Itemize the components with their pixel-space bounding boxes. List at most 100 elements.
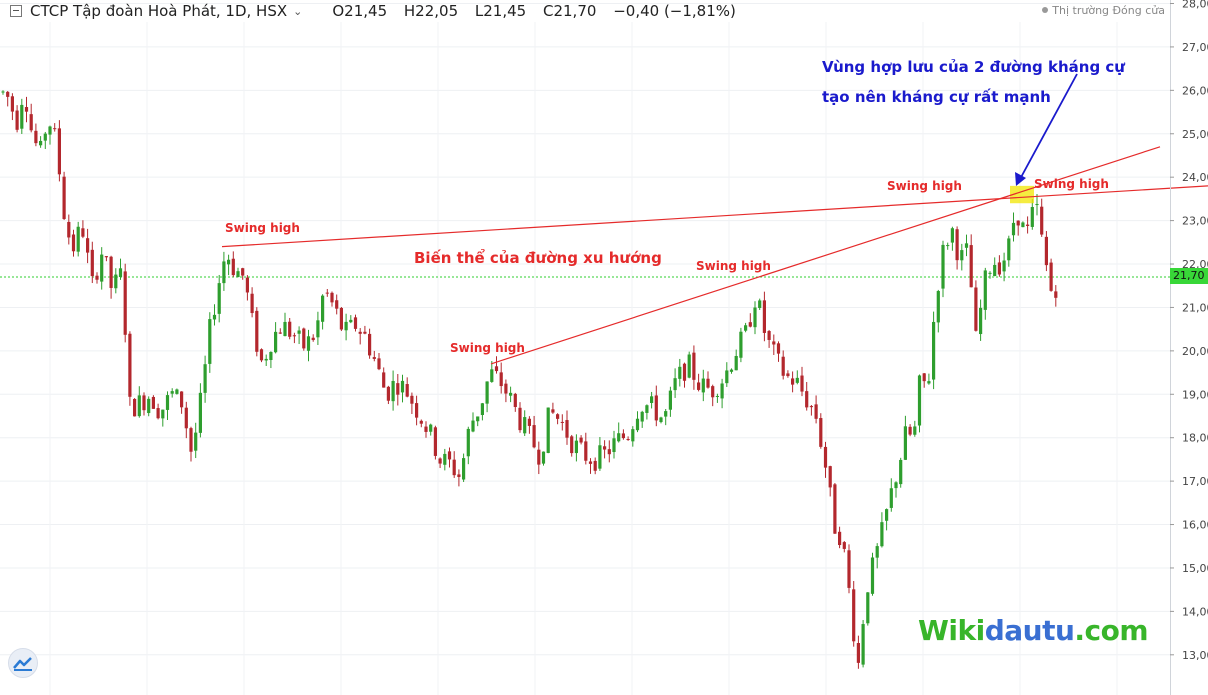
chevron-down-icon[interactable]: ⌄ [293, 4, 303, 18]
change-value: −0,40 (−1,81%) [613, 2, 736, 20]
candle-body [762, 300, 766, 333]
candle-body [405, 384, 409, 397]
candle-body [701, 378, 705, 393]
candle-body [10, 96, 14, 112]
candle-body [104, 256, 108, 258]
candle-body [1049, 262, 1053, 291]
candle-body [767, 331, 771, 340]
collapse-icon[interactable] [10, 5, 22, 17]
candle-body [278, 332, 282, 334]
candle-body [856, 643, 860, 663]
candle-body [1044, 236, 1048, 266]
candle-body [208, 319, 212, 364]
candle-body [678, 366, 682, 379]
price-axis[interactable]: 13,00 14,00 15,00 16,00 17,00 18,00 19,00 20,00… [1170, 0, 1208, 695]
candle-body [809, 406, 813, 408]
candle-body [791, 378, 795, 385]
candle-body [349, 319, 353, 323]
candle-body [100, 254, 104, 282]
candle-body [1021, 222, 1025, 228]
candle-body [560, 421, 564, 423]
candle-body [593, 460, 597, 471]
swing-high-label: Swing high [450, 341, 525, 355]
candle-body [640, 411, 644, 422]
candle-body [556, 414, 560, 419]
candle-body [457, 474, 461, 477]
candlestick-series [1, 90, 1058, 669]
candle-body [222, 261, 226, 284]
candle-body [43, 133, 47, 141]
candle-body [95, 275, 99, 280]
candle-body [433, 427, 437, 456]
candle-body [443, 453, 447, 465]
candle-body [128, 333, 132, 397]
candle-body [490, 369, 494, 382]
candle-body [494, 366, 499, 372]
candle-body [184, 407, 188, 429]
candle-body [15, 110, 19, 130]
candle-body [335, 300, 339, 309]
candle-body [588, 461, 593, 464]
candle-body [147, 398, 151, 414]
candle-body [922, 373, 926, 382]
candle-body [697, 382, 701, 390]
candle-body [86, 238, 90, 253]
candle-body [358, 331, 362, 334]
candle-body [847, 550, 851, 588]
axis-tick-label: 20,00 [1182, 345, 1208, 358]
candle-body [283, 321, 287, 337]
candle-body [899, 459, 903, 485]
candle-body [424, 426, 428, 432]
candle-body [363, 331, 367, 334]
candle-body [795, 377, 799, 383]
candle-body [109, 256, 113, 288]
candle-body [57, 128, 61, 175]
candle-body [631, 429, 635, 442]
candle-body [118, 268, 123, 278]
axis-tick-label: 19,00 [1182, 388, 1208, 401]
candle-body [76, 226, 80, 252]
axis-tick-label: 22,00 [1182, 258, 1208, 271]
candle-body [137, 395, 141, 417]
candle-body [866, 592, 870, 624]
candle-body [29, 114, 33, 131]
candle-body [321, 295, 325, 322]
candle-body [330, 292, 334, 303]
swing-high-label: Swing high [887, 179, 962, 193]
watermark-part: Wiki [918, 614, 985, 647]
watermark-logo: Wikidautu.com [918, 614, 1149, 647]
swing-high-label: Swing high [1034, 177, 1109, 191]
candle-body [466, 428, 470, 457]
candle-body [692, 352, 696, 380]
candle-body [917, 375, 922, 426]
axis-tick-label: 14,00 [1182, 605, 1208, 618]
candle-body [34, 130, 38, 144]
market-status: Thị trường Đóng cửa [1042, 4, 1165, 17]
arrow-head [1015, 172, 1026, 186]
candle-body [175, 389, 179, 394]
candle-body [203, 364, 207, 393]
candle-body [71, 234, 76, 252]
candle-body [532, 425, 536, 448]
candle-body [462, 458, 466, 480]
candle-body [565, 420, 569, 438]
candle-body [1054, 291, 1058, 298]
candle-body [838, 531, 842, 546]
candle-body [264, 358, 268, 361]
candle-body [269, 351, 273, 361]
candle-body [753, 307, 757, 328]
candle-body [1035, 204, 1039, 206]
axis-tick-label: 21,00 [1182, 301, 1208, 314]
candle-body [288, 321, 292, 337]
candle-body [758, 300, 762, 308]
axis-tick-label: 25,00 [1182, 128, 1208, 141]
candle-body [551, 409, 555, 413]
candle-body [447, 451, 452, 460]
tradingview-logo-icon[interactable] [8, 648, 38, 678]
candle-body [504, 383, 508, 394]
candle-body [513, 393, 517, 408]
candle-body [734, 355, 738, 371]
candle-body [537, 449, 541, 465]
candle-body [668, 390, 672, 410]
